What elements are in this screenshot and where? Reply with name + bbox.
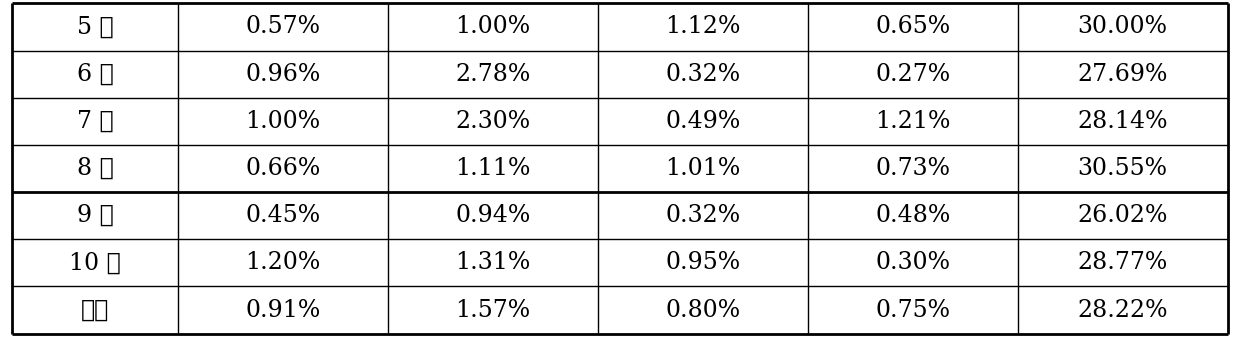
Text: 0.91%: 0.91% [246, 299, 320, 321]
Text: 30.00%: 30.00% [1078, 16, 1168, 38]
Text: 1.11%: 1.11% [455, 157, 531, 180]
Text: 27.69%: 27.69% [1078, 63, 1168, 86]
Text: 2.78%: 2.78% [455, 63, 531, 86]
Text: 0.66%: 0.66% [246, 157, 320, 180]
Text: 28.14%: 28.14% [1078, 110, 1168, 133]
Text: 10 组: 10 组 [69, 251, 122, 274]
Text: 1.00%: 1.00% [246, 110, 320, 133]
Text: 0.73%: 0.73% [875, 157, 950, 180]
Text: 0.95%: 0.95% [665, 251, 740, 274]
Text: 7 组: 7 组 [77, 110, 113, 133]
Text: 1.21%: 1.21% [875, 110, 950, 133]
Text: 0.96%: 0.96% [246, 63, 320, 86]
Text: 平均: 平均 [81, 299, 109, 321]
Text: 28.77%: 28.77% [1078, 251, 1168, 274]
Text: 8 组: 8 组 [77, 157, 114, 180]
Text: 0.57%: 0.57% [246, 16, 320, 38]
Text: 1.57%: 1.57% [455, 299, 531, 321]
Text: 2.30%: 2.30% [455, 110, 531, 133]
Text: 1.12%: 1.12% [665, 16, 740, 38]
Text: 0.48%: 0.48% [875, 204, 950, 227]
Text: 0.80%: 0.80% [665, 299, 740, 321]
Text: 6 组: 6 组 [77, 63, 114, 86]
Text: 1.31%: 1.31% [455, 251, 531, 274]
Text: 1.00%: 1.00% [455, 16, 531, 38]
Text: 1.01%: 1.01% [665, 157, 740, 180]
Text: 1.20%: 1.20% [246, 251, 320, 274]
Text: 9 组: 9 组 [77, 204, 114, 227]
Text: 30.55%: 30.55% [1078, 157, 1168, 180]
Text: 0.75%: 0.75% [875, 299, 950, 321]
Text: 26.02%: 26.02% [1078, 204, 1168, 227]
Text: 0.49%: 0.49% [665, 110, 740, 133]
Text: 5 组: 5 组 [77, 16, 113, 38]
Text: 0.32%: 0.32% [665, 204, 740, 227]
Text: 28.22%: 28.22% [1078, 299, 1168, 321]
Text: 0.32%: 0.32% [665, 63, 740, 86]
Text: 0.27%: 0.27% [875, 63, 950, 86]
Text: 0.45%: 0.45% [246, 204, 320, 227]
Text: 0.65%: 0.65% [875, 16, 950, 38]
Text: 0.94%: 0.94% [455, 204, 531, 227]
Text: 0.30%: 0.30% [875, 251, 950, 274]
